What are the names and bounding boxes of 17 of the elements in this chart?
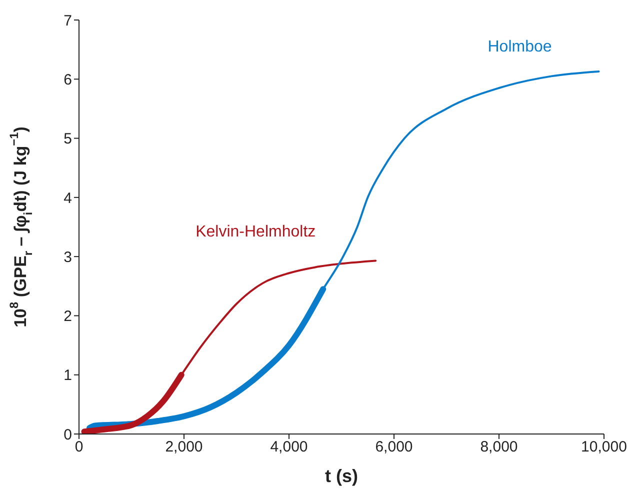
x-tick-label: 4,000 [270,438,308,456]
x-tick-label: 8,000 [480,438,518,456]
y-tick-label: 3 [64,248,72,266]
y-tick-label: 0 [64,426,72,444]
series-label: Holmboe [488,38,552,56]
x-tick-label: 0 [74,438,84,456]
x-tick-label: 10,000 [581,438,627,456]
x-axis-title: t (s) [325,466,358,486]
series-label: Kelvin-Helmholtz [196,224,316,241]
y-tick-label: 6 [64,71,72,88]
y-tick-label: 5 [64,130,72,148]
y-tick-label: 7 [64,12,72,30]
x-tick-label: 6,000 [375,438,413,456]
y-tick-label: 4 [64,190,72,207]
y-tick-label: 1 [64,367,72,384]
y-tick-label: 2 [64,308,72,326]
x-tick-label: 2,000 [165,438,203,456]
